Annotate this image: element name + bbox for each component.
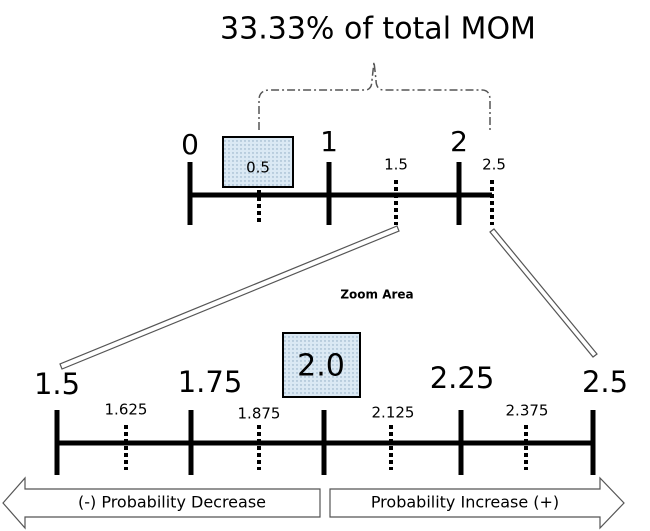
zoom-line bbox=[489, 228, 598, 358]
zoom-label: Zoom Area bbox=[340, 288, 413, 302]
minor-label: 2.125 bbox=[372, 404, 415, 422]
minor-label: 1.875 bbox=[238, 405, 281, 423]
left-arrow bbox=[2, 476, 321, 530]
highlight-box bbox=[222, 136, 294, 188]
highlight-label: 0.5 bbox=[246, 159, 270, 177]
minor-label: 2.5 bbox=[482, 156, 506, 174]
minor-label: 2.375 bbox=[506, 402, 549, 420]
highlight-box bbox=[282, 332, 361, 398]
major-label: 2.5 bbox=[582, 365, 628, 399]
highlight-label: 2.0 bbox=[297, 349, 345, 384]
title: 33.33% of total MOM bbox=[220, 12, 536, 47]
major-label: 2.25 bbox=[430, 361, 495, 395]
minor-label: 1.5 bbox=[384, 156, 408, 174]
bracket bbox=[258, 61, 491, 130]
major-label: 1 bbox=[320, 125, 338, 158]
major-label: 1.75 bbox=[178, 365, 243, 399]
major-label: 0 bbox=[181, 128, 199, 161]
left-arrow-label: (-) Probability Decrease bbox=[78, 493, 266, 512]
right-arrow bbox=[329, 476, 625, 530]
major-label: 2 bbox=[450, 125, 468, 158]
minor-label: 1.625 bbox=[105, 401, 148, 419]
zoom-line bbox=[59, 225, 400, 370]
major-label: 1.5 bbox=[34, 367, 80, 401]
right-arrow-label: Probability Increase (+) bbox=[371, 493, 559, 512]
